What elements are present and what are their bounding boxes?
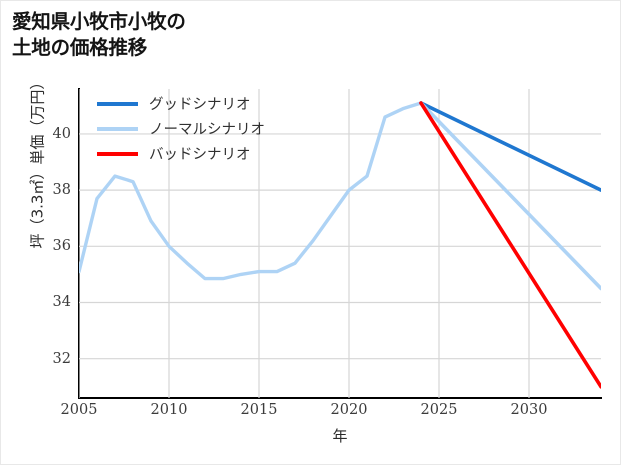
legend-item-bad[interactable]: バッドシナリオ [97,141,312,166]
x-tick-label: 2005 [60,402,98,418]
line-chart-svg [79,89,601,398]
series-line-bad_forecast [419,101,601,389]
legend-item-good[interactable]: グッドシナリオ [97,91,312,116]
legend-swatch-good [97,101,138,106]
series-line-good_forecast [419,101,601,192]
series-lines [79,101,601,389]
x-tick-label: 2025 [420,402,458,418]
legend-swatch-normal [97,126,138,131]
legend-swatch-bad [97,151,138,156]
legend-item-normal[interactable]: ノーマルシナリオ [97,116,312,141]
series-line-normal_history [79,101,423,281]
chart-legend: グッドシナリオ ノーマルシナリオ バッドシナリオ [97,91,312,166]
y-tick-label: 34 [52,294,71,311]
x-axis-spine [78,397,602,399]
series-line-normal_forecast [419,101,601,291]
x-tick-label: 2020 [330,402,368,418]
legend-label-normal: ノーマルシナリオ [149,122,265,138]
y-axis-title: 坪（3.3㎡）単価（万円） [28,74,47,249]
y-tick-label: 38 [52,182,71,199]
x-axis-title: 年 [332,427,348,445]
legend-label-good: グッドシナリオ [149,97,251,113]
plot-area [79,89,601,398]
x-tick-label: 2015 [240,402,278,418]
page-title: 愛知県小牧市小牧の 土地の価格推移 [12,10,186,59]
legend-label-bad: バッドシナリオ [149,147,251,163]
y-tick-label: 36 [52,238,71,255]
y-tick-label: 40 [52,125,71,142]
y-tick-label: 32 [52,350,71,367]
gridlines [79,89,601,398]
x-tick-label: 2010 [150,402,188,418]
x-tick-label: 2030 [510,402,548,418]
